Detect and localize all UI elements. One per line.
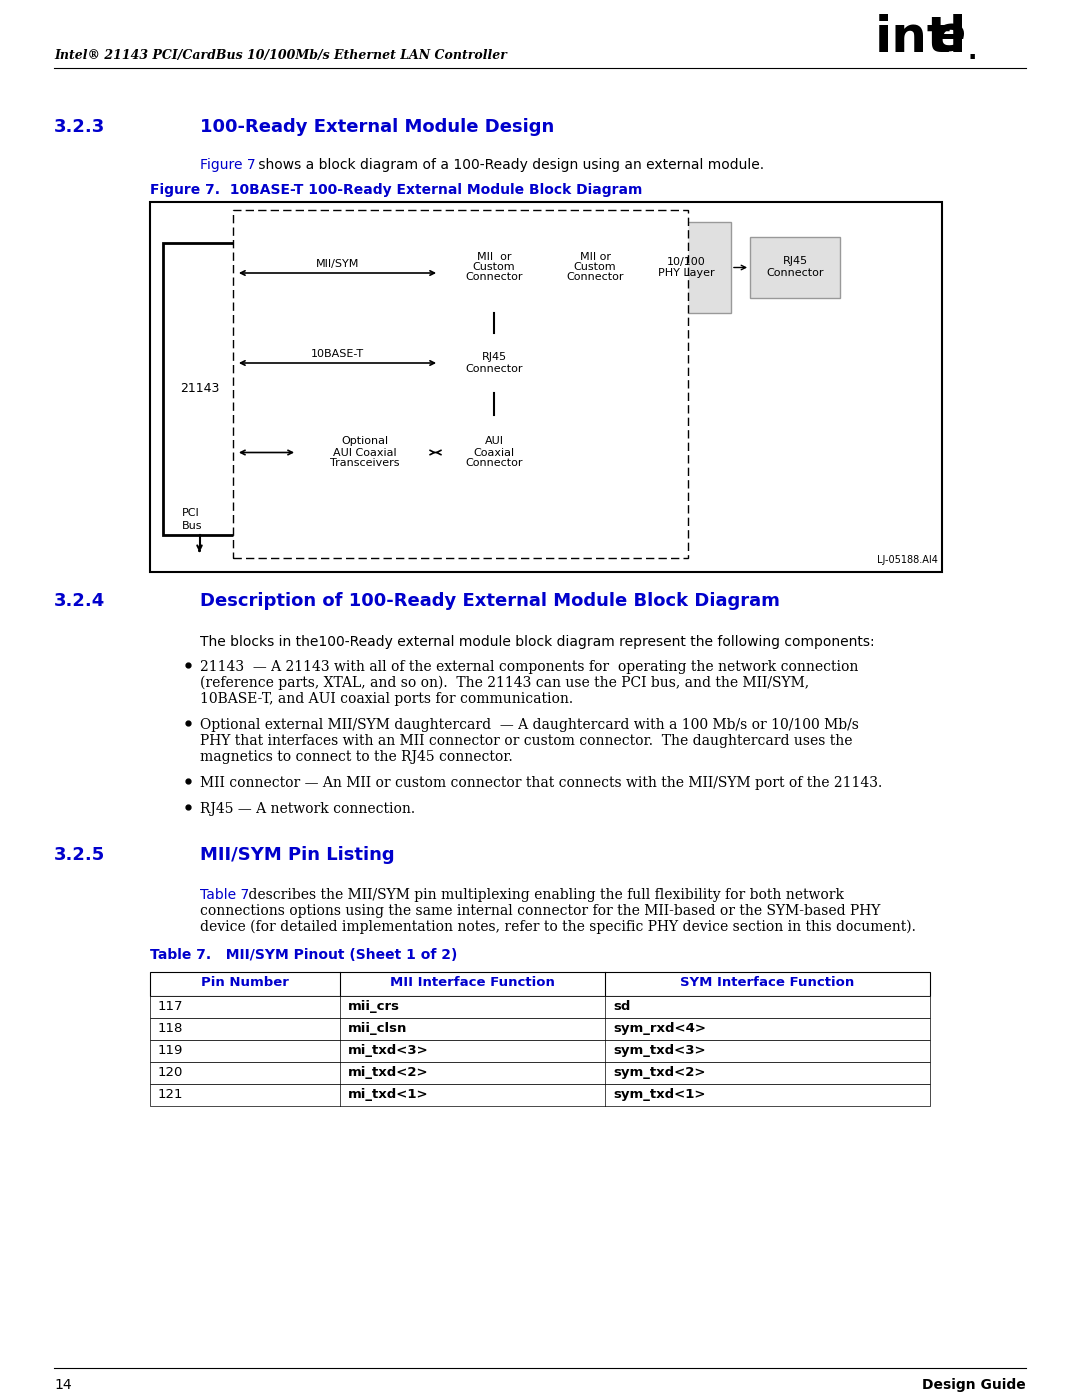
Text: 3.2.5: 3.2.5 <box>54 847 105 863</box>
Text: sym_txd<1>: sym_txd<1> <box>613 1088 705 1101</box>
Text: sym_txd<3>: sym_txd<3> <box>613 1044 705 1058</box>
Bar <box>297 415 432 490</box>
Bar <box>233 210 688 557</box>
Text: MII/SYM Pin Listing: MII/SYM Pin Listing <box>200 847 394 863</box>
Text: Custom: Custom <box>473 263 515 272</box>
Bar <box>150 1084 930 1106</box>
Text: MII connector — An MII or custom connector that connects with the MII/SYM port o: MII connector — An MII or custom connect… <box>200 775 882 789</box>
Bar <box>163 243 237 535</box>
Text: LJ-05188.AI4: LJ-05188.AI4 <box>877 555 939 564</box>
Text: Transceivers: Transceivers <box>329 458 400 468</box>
Bar <box>150 1062 930 1084</box>
Text: mii_clsn: mii_clsn <box>348 1023 407 1035</box>
Bar <box>750 237 840 298</box>
Text: .: . <box>967 41 976 64</box>
Text: Connector: Connector <box>465 272 523 282</box>
Text: Bus: Bus <box>181 521 202 531</box>
Bar <box>150 996 930 1018</box>
Text: MII  or: MII or <box>476 253 511 263</box>
Text: shows a block diagram of a 100-Ready design using an external module.: shows a block diagram of a 100-Ready des… <box>254 158 765 172</box>
Text: Figure 7: Figure 7 <box>200 158 256 172</box>
Bar <box>150 972 930 996</box>
Text: Custom: Custom <box>573 263 617 272</box>
Text: l: l <box>949 14 967 61</box>
Text: The blocks in the100-Ready external module block diagram represent the following: The blocks in the100-Ready external modu… <box>200 636 875 650</box>
Text: Optional external MII/SYM daughtercard  — A daughtercard with a 100 Mb/s or 10/1: Optional external MII/SYM daughtercard —… <box>200 718 859 732</box>
Text: sd: sd <box>613 1000 631 1013</box>
Text: PCI: PCI <box>181 509 199 518</box>
Text: sym_txd<2>: sym_txd<2> <box>613 1066 705 1078</box>
Text: Description of 100-Ready External Module Block Diagram: Description of 100-Ready External Module… <box>200 592 780 610</box>
Text: 10BASE-T, and AUI coaxial ports for communication.: 10BASE-T, and AUI coaxial ports for comm… <box>200 692 573 705</box>
Text: 120: 120 <box>158 1066 184 1078</box>
Text: RJ45: RJ45 <box>482 352 507 362</box>
Text: Table 7: Table 7 <box>200 888 249 902</box>
Text: 10BASE-T: 10BASE-T <box>311 349 364 359</box>
Bar <box>438 415 549 490</box>
Text: sym_rxd<4>: sym_rxd<4> <box>613 1023 706 1035</box>
Text: 119: 119 <box>158 1044 184 1058</box>
Text: Design Guide: Design Guide <box>922 1377 1026 1391</box>
Text: mii_crs: mii_crs <box>348 1000 400 1013</box>
Bar <box>642 222 731 313</box>
Text: mi_txd<1>: mi_txd<1> <box>348 1088 429 1101</box>
Text: Connector: Connector <box>566 272 624 282</box>
Text: mi_txd<2>: mi_txd<2> <box>348 1066 429 1078</box>
Bar <box>438 222 549 313</box>
Bar <box>150 1018 930 1039</box>
Bar <box>150 203 942 571</box>
Text: 3.2.4: 3.2.4 <box>54 592 105 610</box>
Text: (reference parts, XTAL, and so on).  The 21143 can use the PCI bus, and the MII/: (reference parts, XTAL, and so on). The … <box>200 676 809 690</box>
Text: int: int <box>875 14 951 61</box>
Text: Table 7.   MII/SYM Pinout (Sheet 1 of 2): Table 7. MII/SYM Pinout (Sheet 1 of 2) <box>150 949 457 963</box>
Text: Intel® 21143 PCI/CardBus 10/100Mb/s Ethernet LAN Controller: Intel® 21143 PCI/CardBus 10/100Mb/s Ethe… <box>54 49 507 61</box>
Text: AUI Coaxial: AUI Coaxial <box>333 447 396 457</box>
Text: 117: 117 <box>158 1000 184 1013</box>
Text: connections options using the same internal connector for the MII-based or the S: connections options using the same inter… <box>200 904 880 918</box>
Text: 10/100: 10/100 <box>666 257 705 267</box>
Text: Optional: Optional <box>341 436 388 447</box>
Text: Coaxial: Coaxial <box>473 447 514 457</box>
Text: 14: 14 <box>54 1377 71 1391</box>
Text: SYM Interface Function: SYM Interface Function <box>680 977 854 989</box>
Text: PHY Layer: PHY Layer <box>658 268 714 278</box>
Text: e: e <box>931 14 964 61</box>
Text: magnetics to connect to the RJ45 connector.: magnetics to connect to the RJ45 connect… <box>200 750 513 764</box>
Text: RJ45 — A network connection.: RJ45 — A network connection. <box>200 802 415 816</box>
Text: 21143: 21143 <box>179 383 219 395</box>
Text: MII or: MII or <box>580 253 610 263</box>
Text: Connector: Connector <box>766 268 824 278</box>
Text: describes the MII/SYM pin multiplexing enabling the full flexibility for both ne: describes the MII/SYM pin multiplexing e… <box>244 888 843 902</box>
Text: Pin Number: Pin Number <box>201 977 289 989</box>
Text: AUI: AUI <box>485 436 503 447</box>
Text: 118: 118 <box>158 1023 184 1035</box>
Bar <box>438 332 549 393</box>
Text: 3.2.3: 3.2.3 <box>54 117 105 136</box>
Text: Figure 7.  10BASE-T 100-Ready External Module Block Diagram: Figure 7. 10BASE-T 100-Ready External Mo… <box>150 183 643 197</box>
Text: RJ45: RJ45 <box>782 257 808 267</box>
Text: MII/SYM: MII/SYM <box>315 258 360 270</box>
Text: 100-Ready External Module Design: 100-Ready External Module Design <box>200 117 554 136</box>
Bar <box>150 1039 930 1062</box>
Text: device (for detailed implementation notes, refer to the specific PHY device sect: device (for detailed implementation note… <box>200 921 916 935</box>
Text: 21143  — A 21143 with all of the external components for  operating the network : 21143 — A 21143 with all of the external… <box>200 659 859 673</box>
Text: Connector: Connector <box>465 458 523 468</box>
Bar <box>549 222 642 313</box>
Text: MII Interface Function: MII Interface Function <box>390 977 555 989</box>
Text: Connector: Connector <box>465 365 523 374</box>
Text: 121: 121 <box>158 1088 184 1101</box>
Text: mi_txd<3>: mi_txd<3> <box>348 1044 429 1058</box>
Text: PHY that interfaces with an MII connector or custom connector.  The daughtercard: PHY that interfaces with an MII connecto… <box>200 733 852 747</box>
